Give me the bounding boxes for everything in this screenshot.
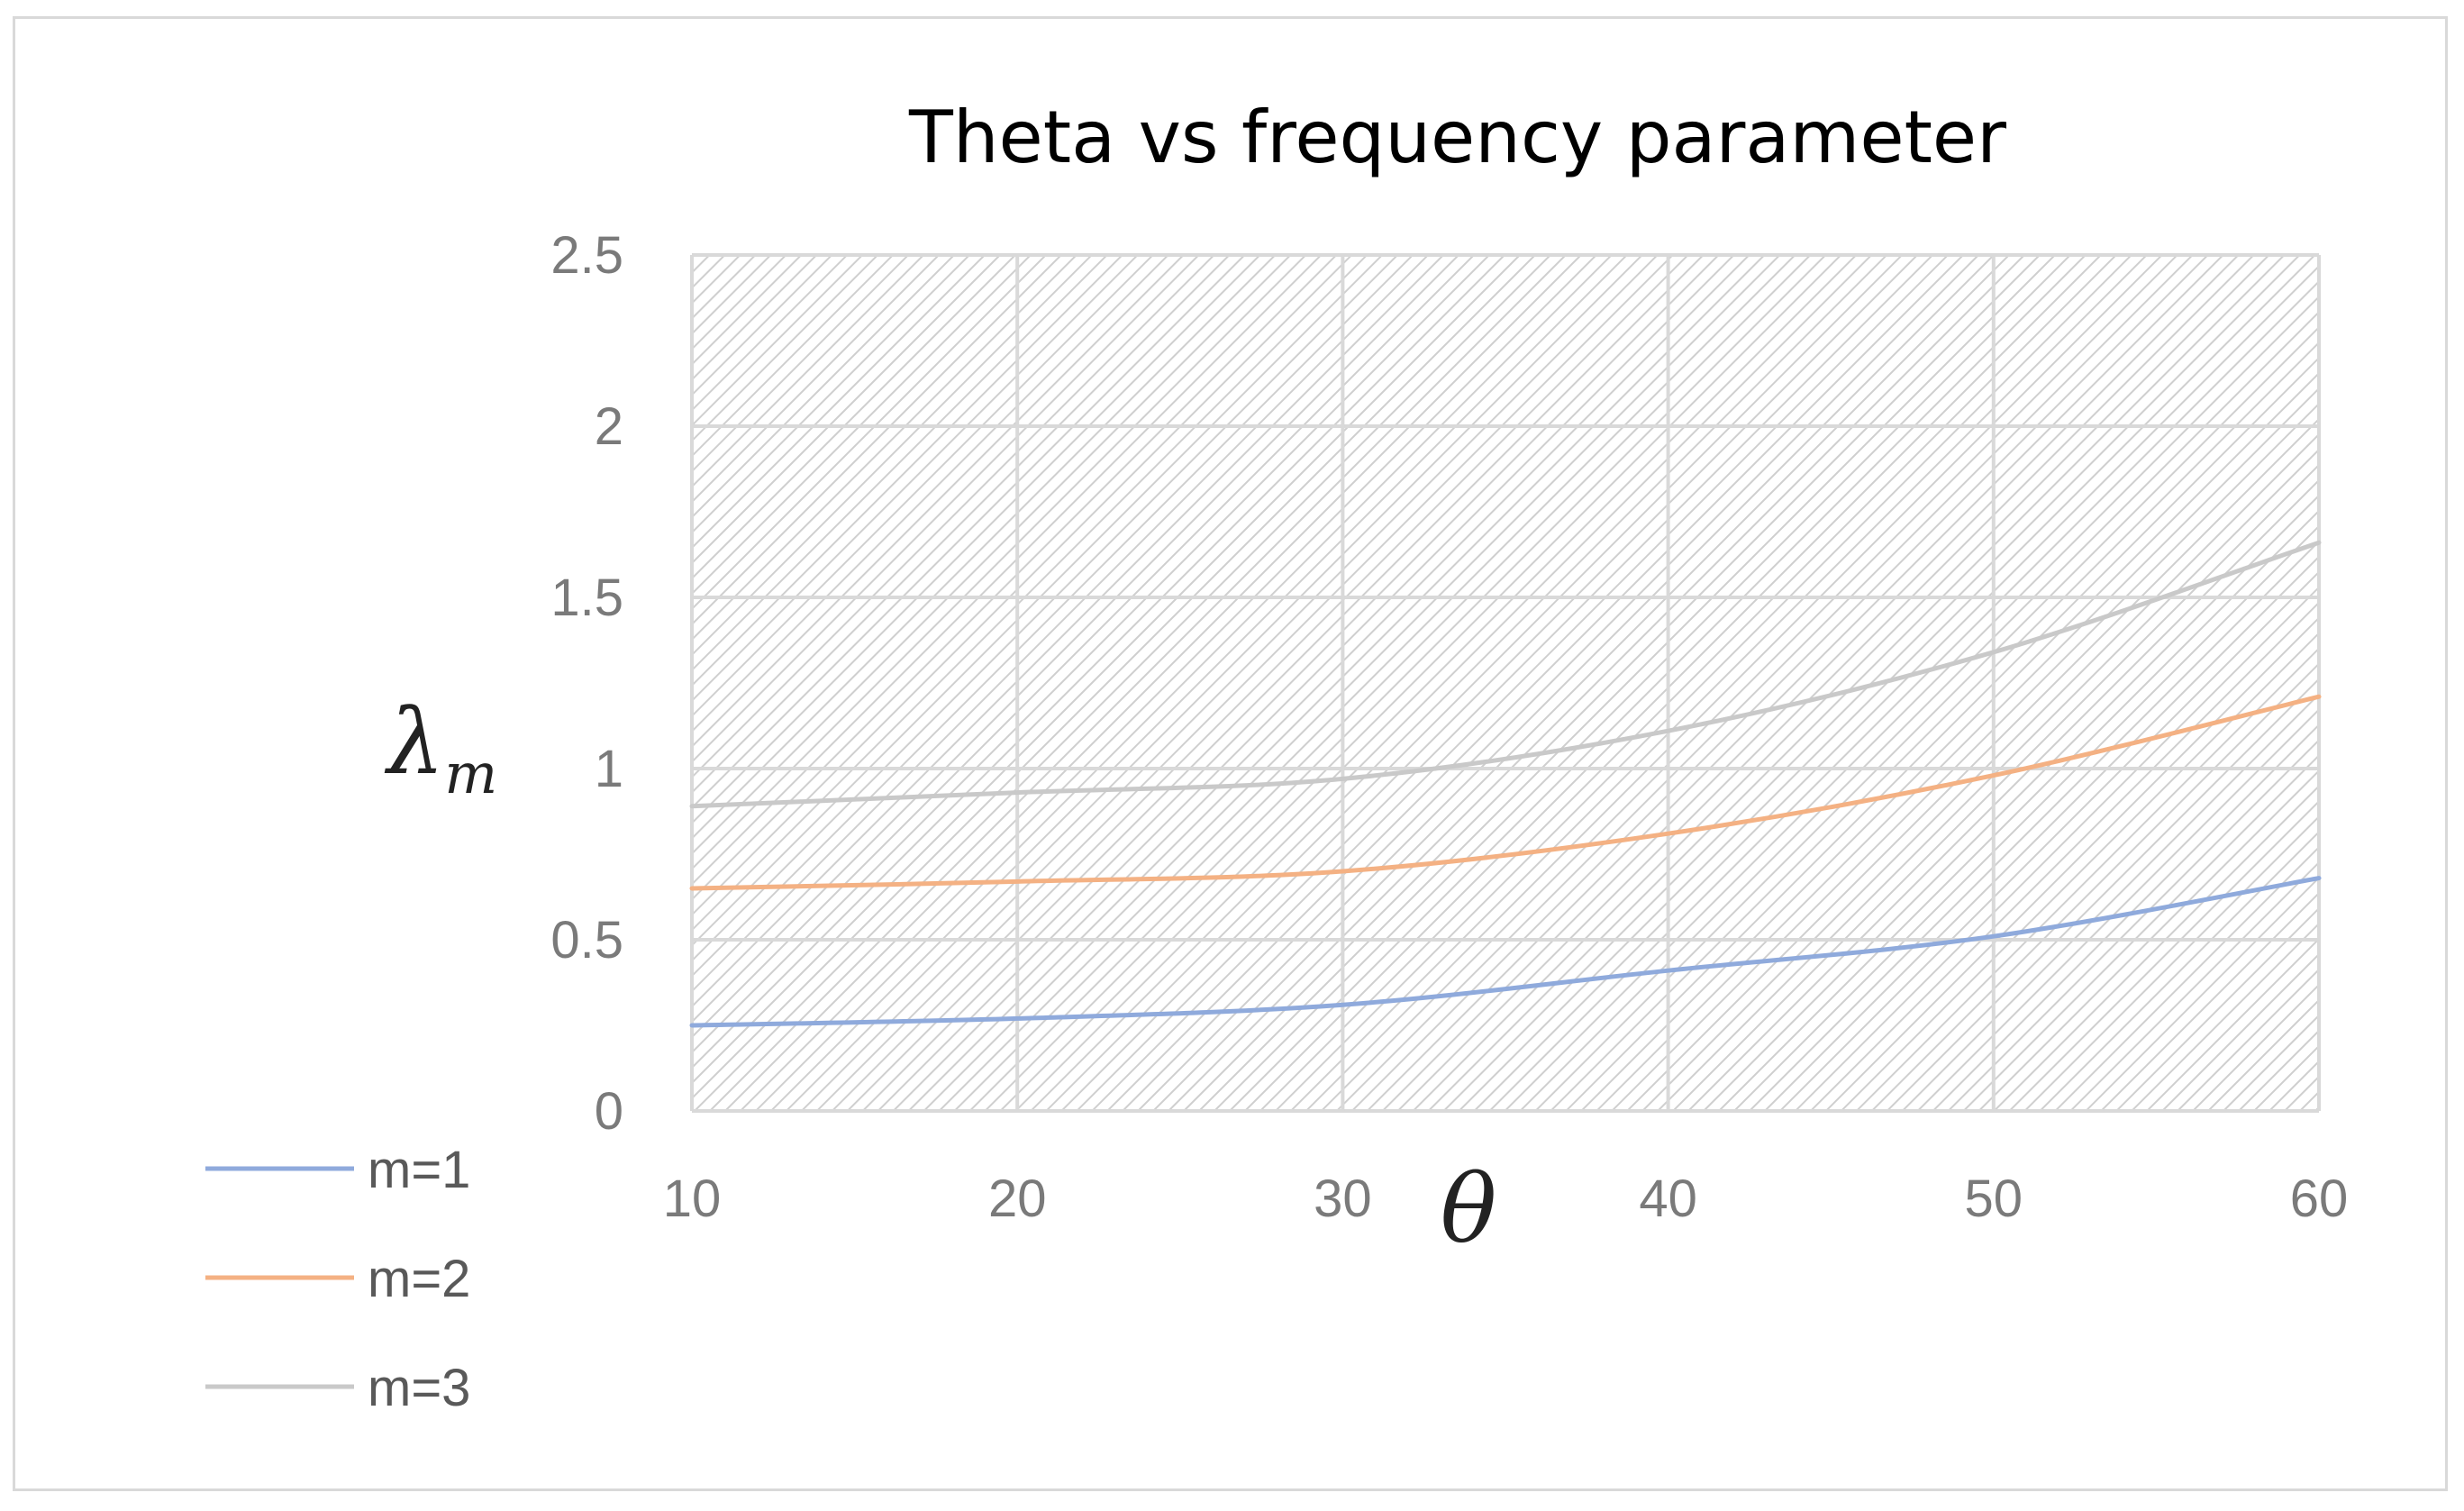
- y-tick-label: 0: [595, 1082, 623, 1141]
- x-tick-label: 10: [663, 1170, 722, 1228]
- series-line-m2: [689, 694, 2322, 891]
- y-axis-label: λm: [384, 689, 497, 806]
- plot-area: [692, 255, 2319, 1111]
- legend: m=1 m=2 m=3: [205, 1141, 470, 1417]
- gridlines: [690, 253, 2321, 1113]
- x-tick-label: 60: [2290, 1170, 2349, 1228]
- legend-label: m=3: [368, 1359, 470, 1417]
- x-axis-tick-labels: 10 20 30 40 50 60: [663, 1170, 2349, 1228]
- y-tick-label: 0.5: [550, 911, 623, 969]
- y-tick-label: 2.5: [550, 226, 623, 285]
- chart-title: Theta vs frequency parameter: [908, 96, 2006, 179]
- legend-label: m=1: [368, 1141, 470, 1199]
- series-lines: [689, 540, 2322, 1028]
- y-tick-label: 1: [595, 740, 623, 798]
- x-tick-label: 50: [1965, 1170, 2023, 1228]
- x-tick-label: 30: [1314, 1170, 1372, 1228]
- x-tick-label: 40: [1639, 1170, 1697, 1228]
- y-tick-label: 2: [595, 397, 623, 456]
- series-line-m3: [689, 540, 2322, 809]
- series-line-m1: [689, 876, 2322, 1028]
- x-tick-label: 20: [988, 1170, 1047, 1228]
- x-axis-label: θ: [1441, 1154, 1497, 1264]
- y-axis-tick-labels: 0 0.5 1 1.5 2 2.5: [550, 226, 623, 1141]
- y-tick-label: 1.5: [550, 569, 623, 627]
- legend-label: m=2: [368, 1250, 470, 1308]
